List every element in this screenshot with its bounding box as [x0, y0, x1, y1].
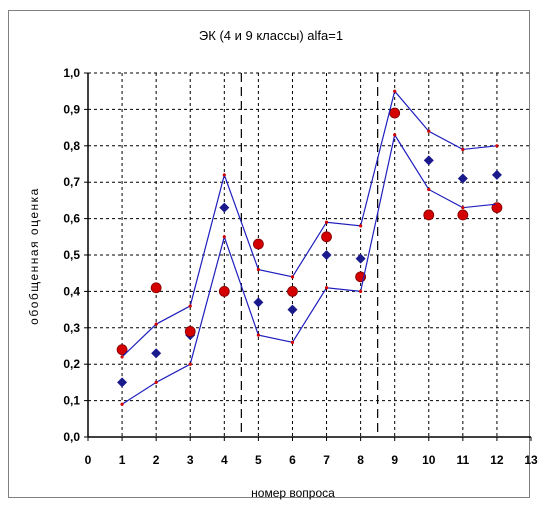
line-point — [290, 340, 295, 344]
line-point — [256, 267, 260, 272]
circle-point — [321, 231, 332, 243]
circle-point — [116, 344, 128, 356]
diamond-point — [253, 297, 264, 308]
x-axis-label: номер вопроса — [251, 486, 335, 500]
y-tick-label: 0,7 — [63, 175, 80, 189]
line-point — [495, 202, 499, 206]
x-tick-label: 1 — [119, 453, 126, 467]
diamond-point — [321, 250, 332, 260]
x-tick-label: 4 — [221, 453, 228, 467]
x-tick-label: 2 — [153, 453, 160, 467]
x-tick-label: 12 — [490, 453, 504, 467]
x-tick-label: 6 — [289, 453, 296, 467]
circle-point — [184, 326, 196, 337]
y-tick-label: 0,3 — [63, 321, 80, 335]
series — [116, 89, 503, 406]
line-point — [154, 322, 158, 326]
y-axis-label: обобщенная оценка — [27, 187, 41, 325]
x-tick-label: 9 — [391, 453, 398, 467]
y-tick-label: 0,2 — [63, 357, 80, 371]
x-tick-label: 8 — [357, 453, 364, 467]
axes: 0,00,10,20,30,40,50,60,70,80,91,00 1 2 3 4 5 6… — [63, 66, 538, 467]
series-line-3 — [121, 133, 497, 405]
line-point — [120, 402, 124, 406]
y-tick-label: 0,5 — [63, 248, 80, 262]
chart-frame — [8, 10, 530, 498]
vertical-separators — [240, 73, 379, 437]
y-tick-label: 0,0 — [63, 430, 80, 444]
diamond-point — [423, 155, 434, 166]
circle-point — [287, 285, 298, 297]
diamond-point — [287, 304, 298, 315]
line-point — [393, 133, 397, 137]
line-point — [427, 129, 431, 133]
line-point — [359, 289, 363, 293]
line-point — [461, 147, 465, 152]
circle-point — [150, 282, 162, 294]
diamond-point — [491, 169, 502, 180]
grid — [88, 72, 531, 437]
y-tick-label: 1,0 — [63, 66, 80, 80]
diamond-point — [151, 348, 162, 359]
chart-title: ЭК (4 и 9 классы) alfa=1 — [199, 28, 343, 43]
circle-point — [389, 107, 401, 119]
line-point — [154, 380, 158, 384]
x-tick-label: 10 — [422, 453, 436, 467]
diamond-point — [355, 253, 366, 264]
line-point — [324, 220, 329, 224]
x-tick-label: 13 — [524, 453, 538, 467]
line-point — [188, 362, 192, 366]
y-tick-label: 0,4 — [63, 284, 80, 298]
line-point — [222, 173, 226, 177]
x-tick-label: 5 — [255, 453, 262, 467]
circle-point — [457, 209, 469, 221]
line-point — [290, 275, 295, 279]
diamond-point — [117, 377, 128, 388]
x-tick-label: 3 — [187, 453, 194, 467]
x-tick-label: 7 — [323, 453, 330, 467]
line-point — [324, 286, 329, 290]
line-point — [359, 224, 363, 228]
circle-point — [252, 238, 264, 250]
line-point — [120, 355, 124, 359]
line-point — [188, 304, 192, 308]
series-line-2 — [121, 89, 497, 358]
y-tick-label: 0,6 — [63, 212, 80, 226]
y-tick-label: 0,1 — [63, 394, 80, 408]
y-tick-label: 0,9 — [63, 102, 80, 116]
line-point — [222, 235, 226, 239]
circle-point — [218, 285, 230, 297]
diamond-point — [219, 202, 230, 213]
line-point — [495, 144, 499, 148]
x-tick-label: 0 — [85, 453, 92, 467]
circle-point — [423, 209, 435, 221]
y-tick-label: 0,8 — [63, 139, 80, 153]
line-point — [393, 89, 397, 93]
x-tick-label: 11 — [457, 453, 470, 467]
line-point — [427, 187, 431, 192]
diamond-point — [457, 173, 468, 184]
line-point — [256, 333, 260, 337]
line-point — [461, 206, 465, 210]
